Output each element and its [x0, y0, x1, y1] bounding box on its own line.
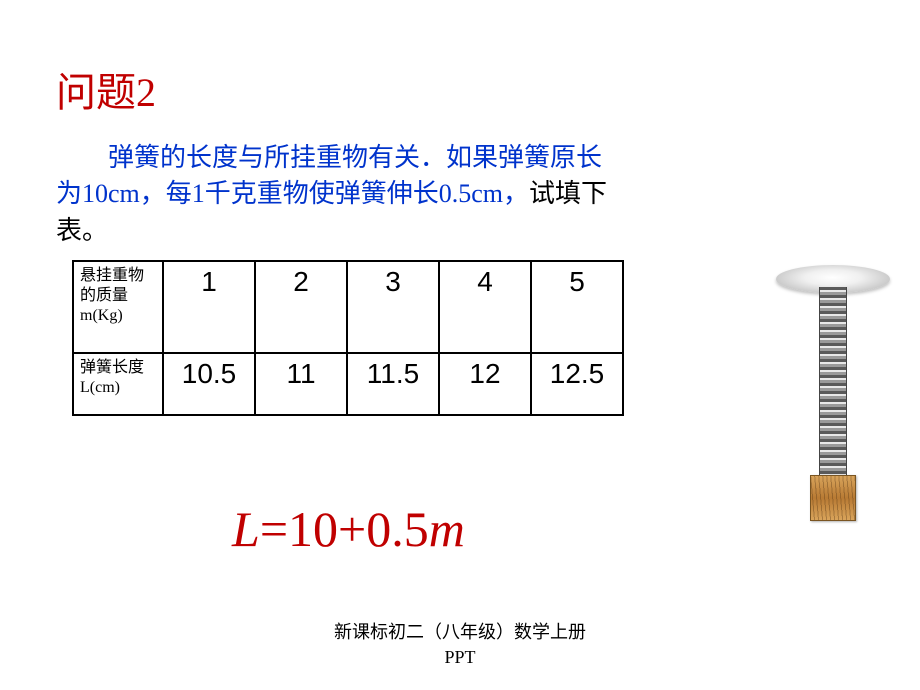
weight-icon — [810, 475, 856, 521]
formula-m: m — [429, 501, 465, 557]
formula: L=10+0.5m — [232, 500, 465, 558]
mass-cell: 3 — [347, 261, 439, 353]
footer: 新课标初二（八年级）数学上册 PPT — [0, 620, 920, 670]
row1-header: 悬挂重物的质量m(Kg) — [73, 261, 163, 353]
desc-part1: 弹簧的长度与所挂重物有关．如果弹簧原长 — [108, 143, 602, 172]
mass-cell: 4 — [439, 261, 531, 353]
desc-part2b: 试填下 — [529, 179, 607, 208]
footer-line2: PPT — [444, 647, 475, 667]
spring-icon — [819, 287, 847, 477]
desc-part3: 表。 — [56, 216, 108, 245]
length-cell: 10.5 — [163, 353, 255, 415]
length-cell: 11.5 — [347, 353, 439, 415]
data-table: 悬挂重物的质量m(Kg) 1 2 3 4 5 弹簧长度L(cm) 10.5 11… — [72, 260, 624, 416]
mass-cell: 5 — [531, 261, 623, 353]
table-row: 悬挂重物的质量m(Kg) 1 2 3 4 5 — [73, 261, 623, 353]
mass-cell: 1 — [163, 261, 255, 353]
length-cell: 11 — [255, 353, 347, 415]
mass-cell: 2 — [255, 261, 347, 353]
length-cell: 12 — [439, 353, 531, 415]
description: 弹簧的长度与所挂重物有关．如果弹簧原长 为10cm，每1千克重物使弹簧伸长0.5… — [56, 140, 716, 249]
title-text: 问题2 — [56, 70, 156, 115]
row2-header: 弹簧长度L(cm) — [73, 353, 163, 415]
length-cell: 12.5 — [531, 353, 623, 415]
desc-part2a: 为10cm，每1千克重物使弹簧伸长0.5cm， — [56, 179, 529, 208]
table-row: 弹簧长度L(cm) 10.5 11 11.5 12 12.5 — [73, 353, 623, 415]
question-title: 问题2 — [56, 60, 156, 118]
formula-mid: =10+0.5 — [260, 501, 429, 557]
formula-L: L — [232, 501, 260, 557]
spring-illustration — [776, 265, 890, 625]
footer-line1: 新课标初二（八年级）数学上册 — [334, 622, 586, 642]
